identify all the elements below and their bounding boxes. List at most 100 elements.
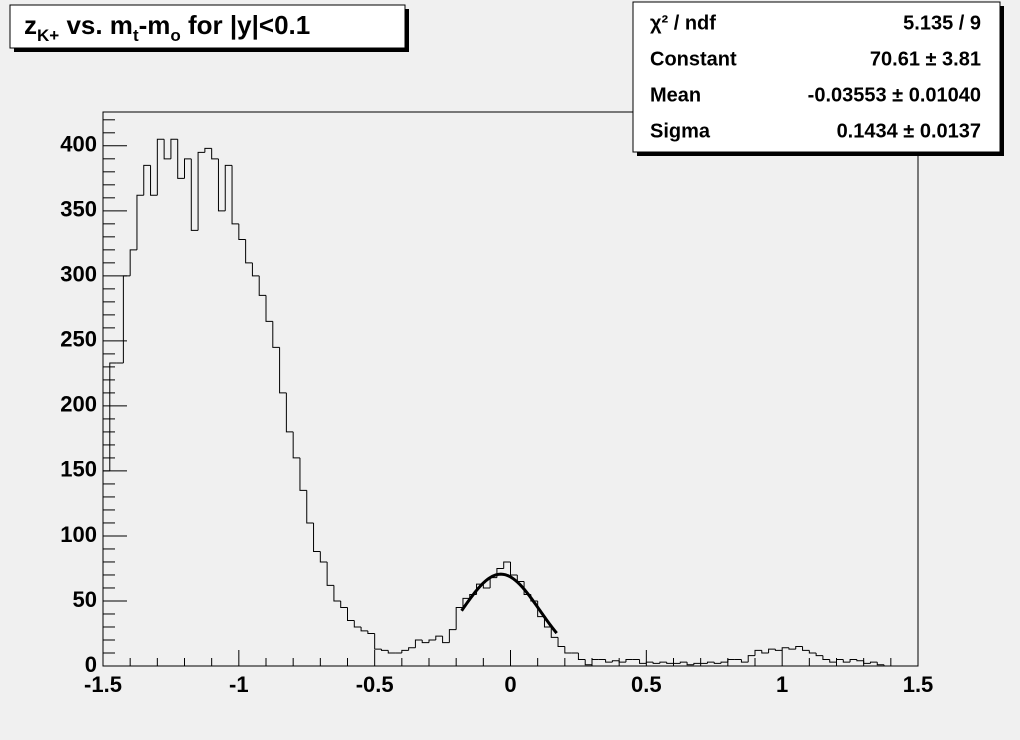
histogram-bin	[482, 584, 491, 589]
histogram-bin	[740, 659, 749, 663]
histogram-bin	[781, 647, 789, 651]
x-tick-label: -1.5	[84, 672, 122, 697]
title-part: t	[133, 26, 139, 45]
histogram-bin	[693, 662, 701, 665]
histogram-bin	[584, 659, 592, 666]
histogram-bin	[849, 658, 857, 663]
y-tick-label: 350	[60, 197, 97, 222]
histogram-bin	[713, 662, 722, 664]
histogram-bin	[645, 661, 654, 664]
histogram-bin	[401, 649, 409, 653]
x-tick-label: 0.5	[631, 672, 662, 697]
fit-curve	[460, 572, 558, 635]
histogram-bin	[842, 659, 851, 663]
y-tick-label: 150	[60, 457, 97, 482]
histogram-bin	[204, 147, 212, 153]
histogram-bin	[279, 347, 287, 394]
histogram-bin	[258, 275, 266, 296]
stats-value: 5.135 / 9	[903, 12, 981, 34]
histogram-bin	[686, 662, 694, 666]
title-part: for |y|<0.1	[181, 10, 310, 40]
x-tick-label: 1.5	[903, 672, 934, 697]
x-tick-label: 1	[776, 672, 788, 697]
histogram-bin	[306, 490, 314, 524]
histogram-bin	[360, 626, 368, 632]
histogram-bin	[876, 662, 885, 666]
histogram-bin	[285, 392, 294, 433]
histogram-bin	[761, 650, 769, 654]
stats-box	[632, 1, 1001, 153]
histogram-bin	[326, 561, 334, 586]
histogram-bin	[618, 660, 626, 663]
histogram-bin	[102, 470, 110, 666]
histogram-bin	[387, 650, 396, 654]
histogram-bin	[292, 431, 300, 459]
histogram-bin	[591, 658, 599, 665]
y-tick-label: 100	[60, 522, 97, 547]
histogram-bin	[428, 639, 436, 643]
histogram-bin	[679, 661, 688, 664]
histogram-bin	[462, 597, 470, 608]
histogram-bin	[122, 275, 131, 363]
histogram-bin	[652, 662, 660, 664]
histogram-bin	[768, 648, 776, 653]
histogram-bin	[217, 158, 226, 212]
histogram-bin	[815, 652, 823, 657]
histogram-bin	[448, 629, 457, 643]
stats-value: 70.61 ± 3.81	[870, 48, 981, 70]
histogram-bin	[313, 522, 321, 553]
histogram-bin	[747, 655, 755, 663]
y-tick-label: 250	[60, 327, 97, 352]
histogram-bin	[184, 158, 192, 179]
histogram-bin	[197, 151, 205, 231]
title-part: K+	[37, 26, 59, 45]
histogram-bin	[265, 295, 273, 322]
histogram-bin	[856, 659, 864, 662]
histogram-bin	[706, 661, 715, 664]
histogram-bin	[299, 457, 307, 491]
histogram-bin	[177, 139, 185, 179]
histogram-bin	[543, 616, 552, 628]
histogram-bin	[340, 600, 348, 608]
histogram-bin	[774, 649, 783, 651]
histogram-bin	[170, 138, 178, 159]
histogram-bin	[754, 649, 762, 656]
histogram-bin	[605, 659, 613, 663]
histogram-bin	[639, 659, 647, 664]
y-tick-label: 50	[73, 587, 97, 612]
chart-title: zK+ vs. mt-mo for |y|<0.1	[24, 10, 310, 45]
histogram-bin	[190, 158, 199, 231]
histogram-bin	[136, 194, 144, 250]
histogram-bin	[564, 646, 572, 654]
histogram-bin	[414, 639, 423, 648]
histogram-bin	[129, 249, 137, 276]
x-tick-label: -1	[229, 672, 249, 697]
histogram-bin	[143, 164, 151, 196]
histogram-bin	[211, 148, 219, 160]
x-tick-label: 0	[504, 672, 516, 697]
histogram-bin	[408, 647, 416, 651]
title-box	[9, 4, 406, 49]
histogram-bin	[245, 239, 253, 264]
stats-value: 0.1434 ± 0.0137	[837, 120, 981, 142]
histogram-bin	[577, 652, 586, 660]
histogram-bin	[421, 639, 429, 644]
histogram-bin	[319, 551, 328, 563]
histogram-bin	[374, 633, 382, 650]
y-tick-label: 0	[85, 652, 97, 677]
stats-label: Sigma	[650, 120, 711, 142]
histogram-bin	[808, 650, 817, 654]
stats-label: Mean	[650, 84, 701, 106]
histogram-bin	[788, 647, 796, 650]
histogram-bin	[367, 630, 375, 634]
histogram-bin	[238, 223, 246, 240]
histogram-bin	[659, 661, 667, 664]
histogram-bin	[822, 655, 830, 660]
histogram-bin	[442, 636, 450, 644]
histogram-bin	[863, 660, 871, 664]
title-part: o	[170, 26, 180, 45]
title-part: z	[24, 10, 37, 40]
stats-label: χ² / ndf	[650, 12, 716, 34]
histogram-bin	[163, 139, 171, 160]
